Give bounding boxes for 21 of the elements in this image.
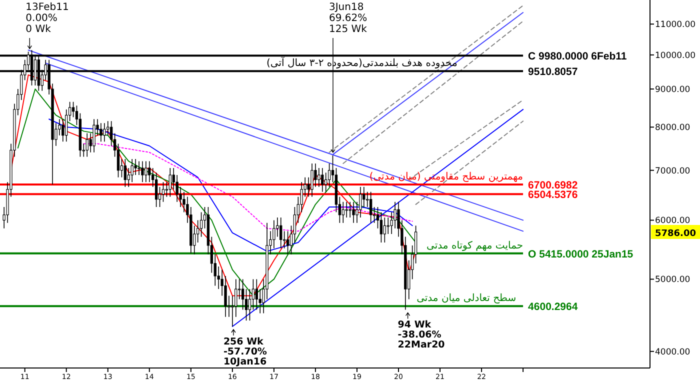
ref-line-label: 6700.6982	[528, 179, 578, 192]
annotation: سطح تعادلی میان مدتی	[416, 293, 516, 304]
y-tick-label: 10000.00	[655, 50, 696, 61]
annotation: 256 Wk -57.70% 10Jan16	[223, 336, 268, 368]
y-tick-label: 7000.00	[655, 166, 690, 176]
y-tick-label: 8000.00	[655, 123, 690, 134]
y-tick-label: 5000.00	[655, 275, 690, 286]
y-tick-label: 4000.00	[655, 347, 690, 358]
y-tick-label: 11000.00	[655, 20, 696, 30]
ref-line-label: C 9980.0000 6Feb11	[528, 50, 627, 63]
ref-line-label: 9510.8057	[528, 66, 578, 78]
annotation: 13Feb11 0.00% 0 Wk	[26, 2, 69, 35]
annotation: 3Jun18 69.62% 125 Wk	[328, 2, 368, 35]
y-tick-label: 9000.00	[655, 85, 690, 96]
ref-line-label: O 5415.0000 25Jan15	[528, 248, 634, 260]
annotation: 94 Wk -38.06% 22Mar20	[398, 320, 446, 351]
annotation: حمایت مهم کوتاه مدتی	[426, 240, 524, 252]
ref-line-label: 4600.2964	[528, 301, 578, 314]
y-tick-label: 6000.00	[655, 216, 690, 226]
text: 5786.00	[655, 228, 696, 239]
ref-line-label: 6504.5376	[528, 189, 578, 202]
